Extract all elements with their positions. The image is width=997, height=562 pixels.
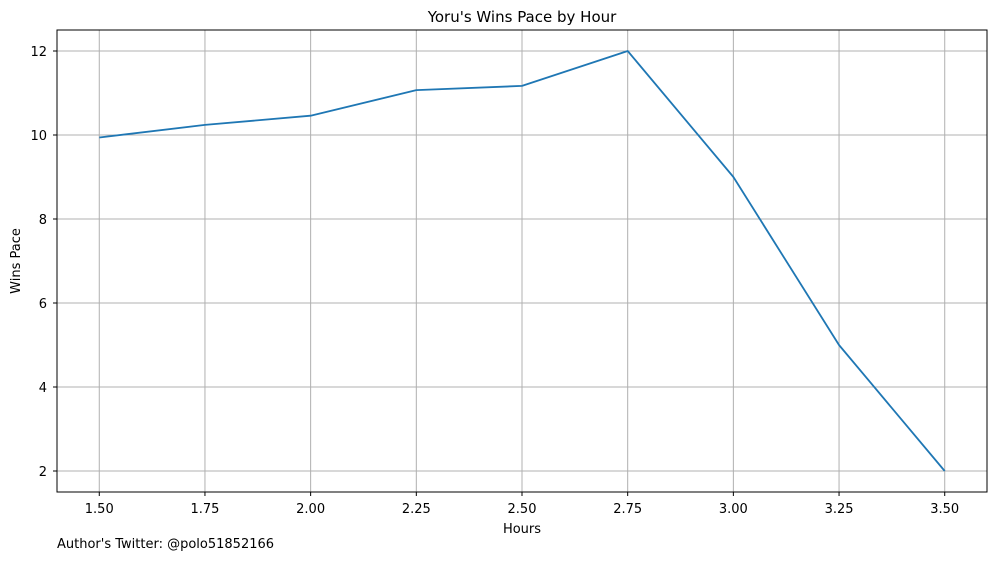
y-tick-label: 2 [39, 465, 47, 480]
y-tick-label: 4 [39, 381, 47, 396]
x-tick-label: 3.50 [930, 502, 959, 517]
chart-title: Yoru's Wins Pace by Hour [427, 8, 617, 26]
y-tick-label: 8 [39, 213, 47, 228]
x-tick-label: 2.75 [613, 502, 642, 517]
x-tick-label: 1.50 [85, 502, 114, 517]
series-line [99, 50, 946, 472]
x-tick-label: 3.00 [719, 502, 748, 517]
x-tick-label: 3.25 [825, 502, 854, 517]
y-axis: 2 4 6 8 10 12 [30, 45, 57, 480]
y-tick-label: 12 [30, 45, 47, 60]
grid [57, 30, 987, 492]
x-axis: 1.50 1.75 2.00 2.25 2.50 2.75 3.00 3.25 3.50 [85, 492, 959, 517]
y-tick-label: 6 [39, 297, 47, 312]
series [99, 50, 946, 472]
x-tick-label: 2.00 [296, 502, 325, 517]
author-footnote: Author's Twitter: @polo51852166 [57, 537, 275, 552]
x-tick-label: 1.75 [190, 502, 219, 517]
y-axis-label: Wins Pace [9, 228, 24, 294]
x-tick-label: 2.50 [508, 502, 537, 517]
y-tick-label: 10 [30, 129, 47, 144]
x-axis-label: Hours [503, 522, 541, 537]
x-tick-label: 2.25 [402, 502, 431, 517]
